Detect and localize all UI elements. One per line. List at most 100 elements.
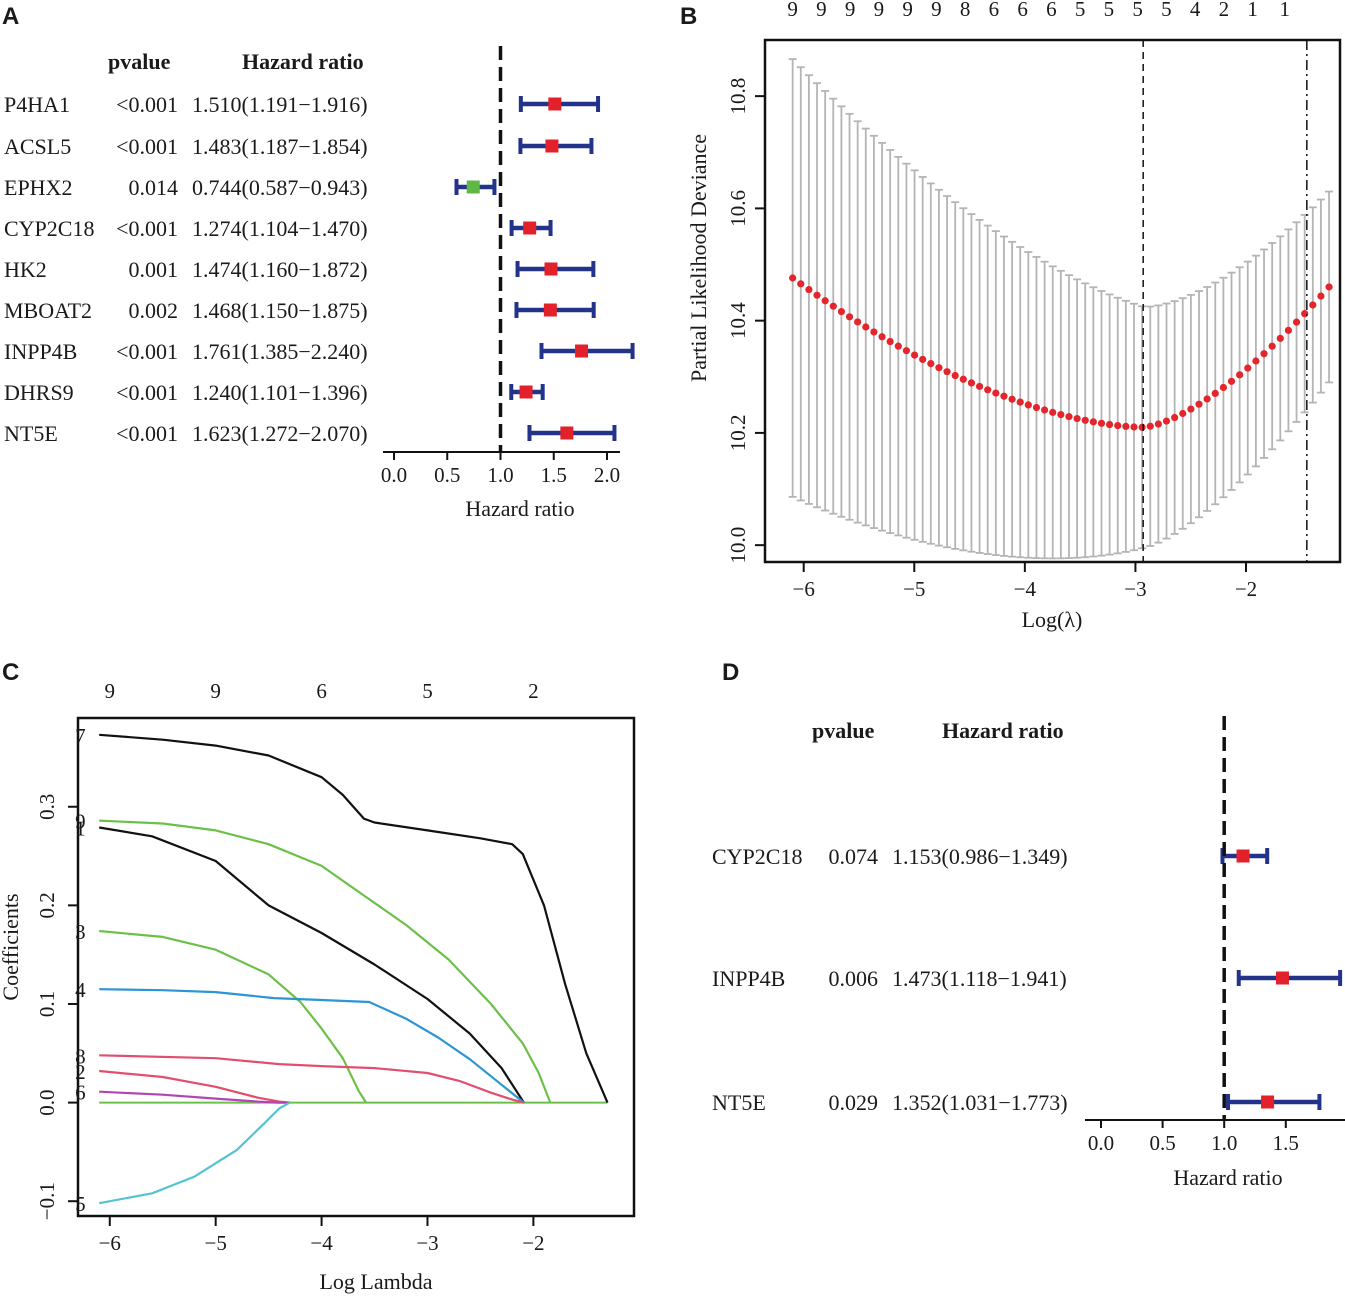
gene-label: NT5E [4, 421, 58, 446]
gene-label: NT5E [712, 1090, 766, 1115]
deviance-point [1187, 405, 1195, 413]
pvalue-value: <0.001 [116, 380, 178, 405]
series-label: 4 [75, 978, 86, 1002]
panel-c-plot-frame [76, 716, 636, 1218]
deviance-point [805, 285, 813, 294]
top-variable-count: 9 [931, 0, 942, 21]
top-variable-count: 6 [1017, 0, 1028, 21]
deviance-point [1284, 326, 1293, 334]
gene-label: INPP4B [4, 339, 77, 364]
hazard-ratio-value: 1.474(1.160−1.872) [192, 257, 368, 282]
series-label: 8 [75, 1044, 86, 1068]
hazard-ratio-point [519, 385, 533, 399]
deviance-point [1195, 400, 1203, 408]
deviance-point [943, 368, 951, 376]
panel-c-x-axis-label: Log Lambda [319, 1269, 432, 1294]
deviance-point [1203, 395, 1211, 403]
deviance-point [1317, 292, 1325, 300]
top-variable-count: 5 [422, 679, 433, 703]
top-variable-count: 6 [1046, 0, 1057, 21]
x-axis-tick-label: 1.5 [541, 463, 567, 487]
deviance-point [1179, 409, 1187, 418]
deviance-point [1162, 417, 1171, 425]
x-axis-tick-label: 0.0 [1088, 1131, 1114, 1155]
deviance-point [854, 318, 862, 326]
x-axis-tick-label: −5 [903, 577, 925, 601]
deviance-point [829, 302, 837, 310]
gene-label: EPHX2 [4, 175, 72, 200]
hazard-ratio-point [543, 303, 557, 317]
gene-label: ACSL5 [4, 134, 71, 159]
deviance-point [862, 323, 870, 331]
panel-letter-d: D [722, 659, 739, 686]
x-axis-tick-label: −2 [522, 1231, 544, 1255]
series-label: 1 [75, 816, 86, 840]
y-axis-tick-label: 10.4 [726, 302, 750, 339]
top-variable-count: 9 [902, 0, 913, 21]
panel-d-forest-plot: pvalue Hazard ratio CYP2C18 0.074 1.153(0.… [712, 716, 1345, 1190]
series-label: 6 [75, 1081, 86, 1105]
deviance-point [919, 355, 927, 364]
deviance-point [1000, 392, 1008, 400]
deviance-point [1049, 408, 1057, 416]
panel-letter-c: C [2, 659, 19, 686]
x-axis-tick-label: −6 [99, 1231, 121, 1255]
top-variable-count: 9 [210, 679, 221, 703]
x-axis-tick-label: −3 [416, 1231, 438, 1255]
deviance-point [910, 351, 919, 359]
y-axis-tick-label: 0.0 [35, 1089, 59, 1115]
deviance-point [1089, 418, 1097, 426]
deviance-point [1073, 414, 1081, 423]
gene-label: INPP4B [712, 966, 785, 991]
panel-b-cv-deviance-plot: −6 −5 −4 −3 −210.010.210.410.610.89 9 9 9 9 9 8 6 6 6… [686, 0, 1342, 632]
x-axis-tick-label: 0.0 [381, 463, 407, 487]
deviance-point [1130, 423, 1138, 431]
pvalue-value: 0.014 [129, 175, 179, 200]
hazard-ratio-point [466, 180, 480, 194]
deviance-point [1268, 342, 1276, 350]
panel-b-plot-frame [763, 38, 1342, 564]
series-label: 5 [75, 1192, 86, 1216]
hazard-ratio-value: 1.510(1.191−1.916) [192, 92, 368, 117]
deviance-point [1154, 420, 1162, 428]
pvalue-value: <0.001 [116, 216, 178, 241]
x-axis-tick-label: −4 [1014, 577, 1037, 601]
y-axis-tick-label: 0.1 [35, 991, 59, 1017]
coefficient-path [99, 1090, 290, 1104]
deviance-point [1146, 422, 1154, 430]
coefficient-path [99, 988, 525, 1104]
deviance-point [1260, 350, 1268, 358]
hazard-ratio-point [1236, 849, 1250, 863]
deviance-point [992, 389, 1000, 397]
deviance-point [1276, 334, 1284, 342]
deviance-point [789, 274, 797, 282]
hazard-ratio-value: 1.153(0.986−1.349) [892, 844, 1068, 869]
series-label: 2 [75, 1060, 86, 1084]
deviance-point [813, 291, 821, 299]
hazard-ratio-point [560, 426, 574, 440]
top-variable-count: 8 [960, 0, 971, 21]
top-variable-count: 5 [1075, 0, 1086, 21]
hazard-ratio-value: 1.483(1.187−1.854) [192, 134, 368, 159]
pvalue-value: 0.002 [129, 298, 179, 323]
hazard-ratio-point [544, 262, 558, 276]
top-variable-count: 2 [1219, 0, 1230, 21]
pvalue-value: 0.006 [829, 966, 879, 991]
x-axis-tick-label: −6 [793, 577, 815, 601]
panel-c-y-axis-label: Coefficients [0, 893, 23, 1000]
top-variable-count: 5 [1104, 0, 1115, 21]
panel-a-x-axis-label: Hazard ratio [465, 496, 574, 521]
x-axis-tick-label: 0.5 [434, 463, 460, 487]
x-axis-tick-label: 1.0 [487, 463, 513, 487]
hazard-ratio-point [548, 97, 562, 111]
gene-label: CYP2C18 [4, 216, 94, 241]
hazard-ratio-value: 1.473(1.118−1.941) [892, 966, 1067, 991]
hazard-ratio-value: 1.623(1.272−2.070) [192, 421, 368, 446]
y-axis-tick-label: −0.1 [35, 1182, 59, 1220]
top-variable-count: 2 [528, 679, 539, 703]
deviance-point [1211, 389, 1219, 397]
deviance-point [845, 313, 854, 321]
x-axis-tick-label: −4 [310, 1231, 333, 1255]
deviance-point [821, 297, 829, 305]
panel-a-header-pvalue: pvalue [108, 49, 171, 74]
